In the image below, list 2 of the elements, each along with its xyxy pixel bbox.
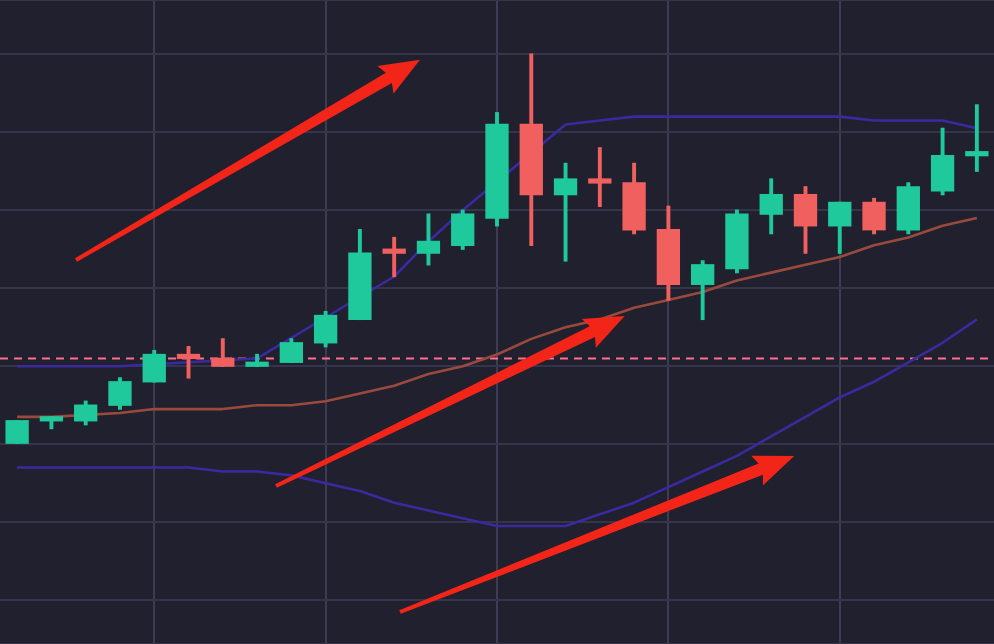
candlestick — [965, 104, 989, 172]
candlestick — [588, 147, 612, 207]
